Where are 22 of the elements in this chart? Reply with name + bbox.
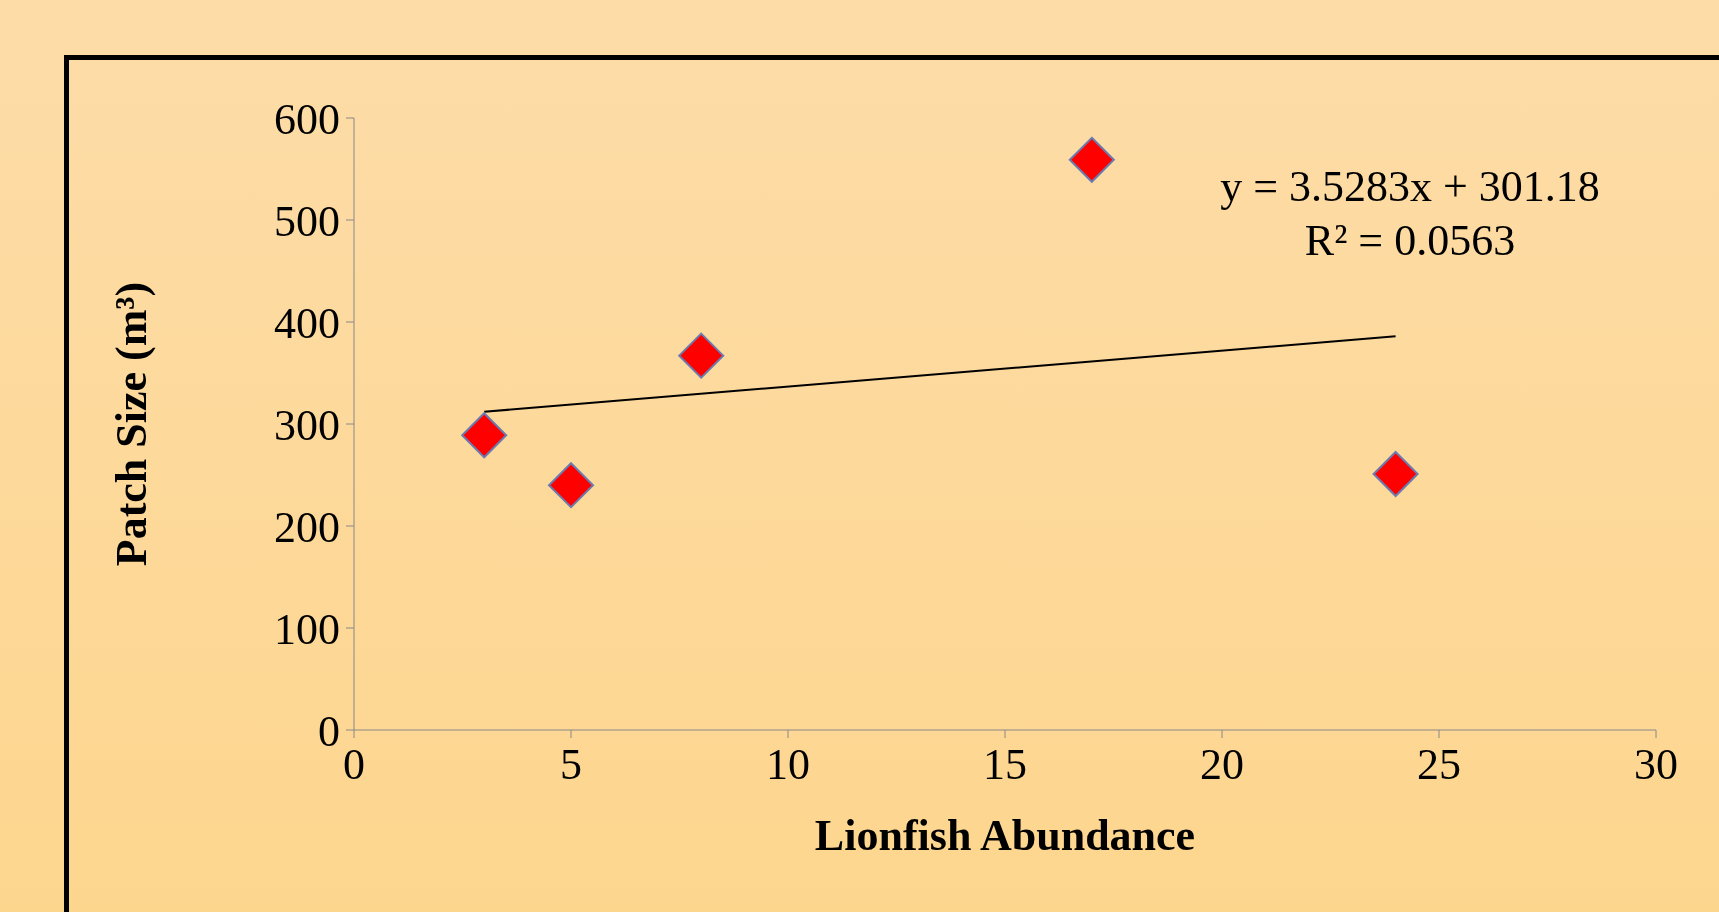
point bbox=[548, 462, 594, 509]
point bbox=[461, 412, 508, 459]
y-axis-title: Patch Size (m³) bbox=[106, 281, 156, 567]
y-tick-label: 600 bbox=[274, 94, 340, 144]
x-axis-title: Lionfish Abundance bbox=[814, 811, 1196, 860]
x-tick-label: 5 bbox=[560, 740, 582, 790]
y-tick-label: 300 bbox=[274, 400, 340, 450]
y-tick-label: 100 bbox=[274, 604, 340, 654]
annotation: R² = 0.0563 bbox=[1303, 215, 1517, 267]
point bbox=[1372, 450, 1419, 497]
point bbox=[678, 332, 725, 379]
x-tick-label: 10 bbox=[766, 740, 810, 790]
annotation: y = 3.5283x + 301.18 bbox=[1219, 161, 1601, 213]
x-tick-label: 20 bbox=[1200, 740, 1244, 790]
y-tick-label: 500 bbox=[274, 196, 340, 246]
point bbox=[1068, 136, 1115, 183]
y-tick-label: 0 bbox=[318, 706, 340, 756]
y-tick-label: 200 bbox=[274, 502, 340, 552]
x-tick-label: 15 bbox=[983, 740, 1027, 790]
x-tick-label: 25 bbox=[1417, 740, 1461, 790]
y-tick-label: 400 bbox=[274, 298, 340, 348]
x-tick-label: 30 bbox=[1634, 740, 1678, 790]
